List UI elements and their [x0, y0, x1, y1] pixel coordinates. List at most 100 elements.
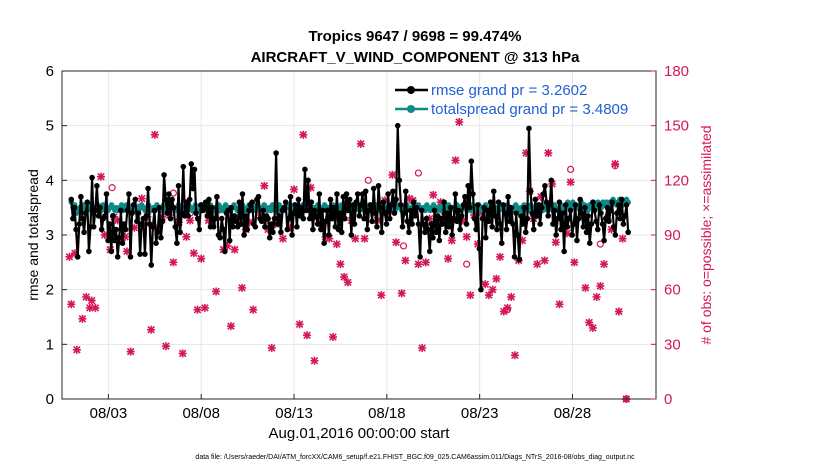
obs-assimilated-marker	[329, 333, 338, 342]
y-left-tick-label: 0	[46, 391, 54, 408]
rmse-point	[534, 213, 540, 219]
rmse-point	[89, 174, 95, 181]
rmse-point	[398, 202, 404, 208]
obs-assimilated-marker	[421, 258, 430, 267]
rmse-point	[394, 122, 401, 129]
rmse-point	[110, 213, 116, 219]
rmse-point	[218, 215, 225, 222]
rmse-point	[124, 207, 131, 214]
rmse-point	[362, 188, 369, 195]
rmse-point	[391, 210, 398, 216]
rmse-point	[393, 196, 399, 203]
obs-assimilated-marker	[581, 283, 590, 292]
y-left-tick-label: 2	[46, 282, 54, 299]
obs-possible-marker	[611, 162, 619, 170]
obs-possible-marker	[108, 184, 116, 192]
obs-assimilated-marker	[444, 254, 453, 263]
rmse-point	[138, 221, 145, 227]
rmse-point	[452, 191, 459, 197]
rmse-point	[118, 207, 124, 214]
rmse-point	[132, 196, 139, 203]
obs-assimilated-marker	[566, 178, 575, 187]
rmse-point	[426, 248, 433, 255]
rmse-point	[521, 204, 527, 211]
rmse-point	[620, 221, 627, 227]
obs-assimilated-marker	[267, 343, 276, 352]
rmse-point	[191, 166, 198, 173]
rmse-point	[86, 248, 92, 255]
rmse-point	[415, 221, 422, 227]
rmse-point	[561, 248, 567, 255]
obs-assimilated-marker	[295, 320, 304, 329]
rmse-point	[482, 234, 489, 241]
x-tick-label: 08/23	[461, 405, 499, 422]
rmse-point	[502, 210, 508, 216]
rmse-point	[167, 215, 174, 222]
rmse-point	[454, 218, 460, 225]
rmse-point	[455, 207, 462, 214]
obs-assimilated-marker	[238, 283, 247, 292]
rmse-point	[262, 224, 268, 230]
rmse-point	[404, 218, 411, 225]
obs-assimilated-marker	[397, 289, 406, 298]
rmse-point	[265, 215, 271, 222]
rmse-point	[495, 199, 502, 205]
rmse-point	[500, 202, 507, 208]
rmse-point	[292, 202, 299, 208]
rmse-point	[479, 215, 486, 222]
rmse-point	[386, 215, 393, 222]
rmse-point	[244, 226, 251, 233]
y-axis-left-label: rmse and totalspread	[25, 169, 41, 301]
rmse-point	[298, 204, 305, 211]
rmse-point	[228, 204, 235, 211]
rmse-point	[409, 221, 415, 227]
rmse-point	[374, 224, 380, 230]
obs-assimilated-marker	[332, 240, 341, 249]
obs-possible-marker	[414, 169, 422, 177]
rmse-point	[436, 237, 443, 244]
rmse-point	[508, 204, 515, 211]
rmse-point	[220, 226, 227, 233]
rmse-point	[310, 226, 316, 233]
x-axis-label: Aug.01,2016 00:00:00 start	[269, 425, 451, 442]
rmse-point	[516, 256, 523, 263]
obs-assimilated-marker	[377, 291, 386, 300]
rmse-point	[570, 221, 577, 227]
rmse-point	[476, 245, 483, 252]
rmse-point	[428, 221, 435, 227]
rmse-point	[82, 210, 89, 216]
obs-assimilated-marker	[596, 282, 605, 291]
rmse-point	[214, 193, 220, 200]
rmse-point	[514, 232, 521, 238]
rmse-point	[538, 204, 545, 211]
rmse-point	[388, 202, 395, 208]
obs-assimilated-marker	[488, 285, 497, 294]
rmse-point	[316, 191, 323, 197]
rmse-point	[622, 213, 628, 219]
rmse-point	[159, 218, 166, 225]
rmse-point	[346, 196, 353, 203]
rmse-point	[116, 234, 123, 241]
rmse-point	[274, 221, 281, 227]
rmse-point	[122, 226, 129, 233]
rmse-point	[382, 210, 388, 216]
rmse-point	[447, 204, 454, 211]
y-axis-right-label: # of obs: o=possible; ×=assimilated	[698, 125, 714, 344]
rmse-point	[364, 226, 371, 233]
rmse-point	[249, 199, 255, 205]
rmse-point	[356, 213, 363, 219]
rmse-point	[410, 199, 417, 205]
rmse-point	[407, 207, 414, 214]
rmse-point	[209, 204, 215, 211]
obs-assimilated-marker	[336, 260, 345, 269]
obs-assimilated-marker	[147, 325, 156, 334]
rmse-point	[127, 254, 134, 260]
rmse-point	[180, 163, 187, 170]
rmse-point	[444, 210, 451, 216]
rmse-point	[238, 221, 244, 227]
rmse-point	[268, 221, 275, 227]
rmse-point	[606, 218, 612, 225]
obs-assimilated-marker	[65, 252, 74, 261]
obs-assimilated-marker	[87, 296, 96, 305]
